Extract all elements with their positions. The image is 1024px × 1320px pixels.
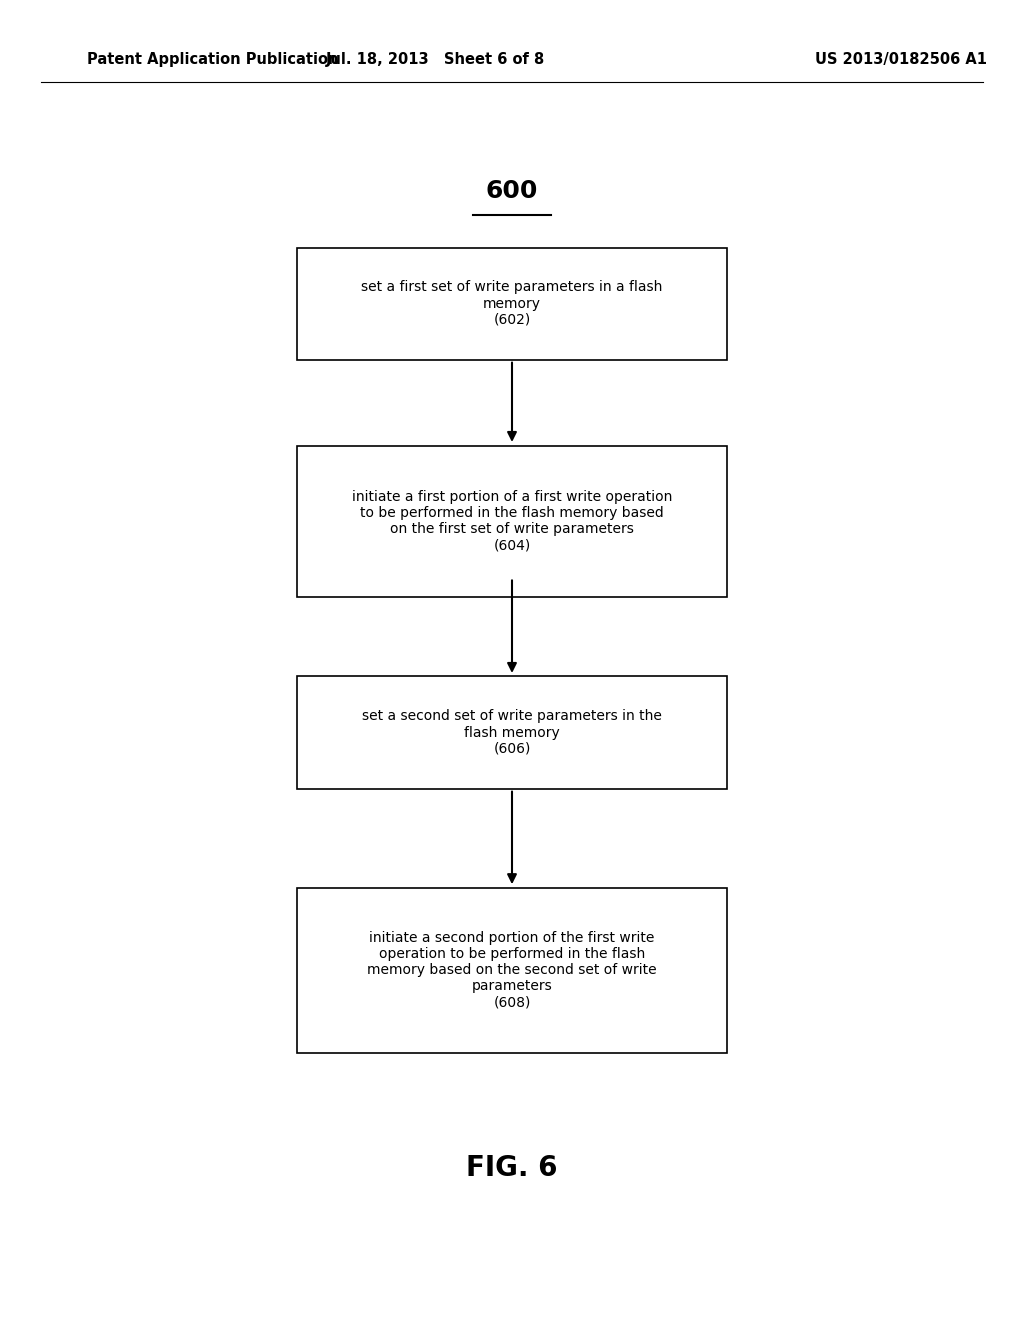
Text: set a second set of write parameters in the
flash memory
(606): set a second set of write parameters in … [362, 709, 662, 756]
Text: 600: 600 [485, 180, 539, 203]
Text: initiate a second portion of the first write
operation to be performed in the fl: initiate a second portion of the first w… [368, 931, 656, 1010]
FancyBboxPatch shape [297, 676, 727, 788]
Text: Jul. 18, 2013   Sheet 6 of 8: Jul. 18, 2013 Sheet 6 of 8 [326, 51, 545, 67]
Text: initiate a first portion of a first write operation
to be performed in the flash: initiate a first portion of a first writ… [352, 490, 672, 553]
Text: FIG. 6: FIG. 6 [466, 1154, 558, 1183]
Text: US 2013/0182506 A1: US 2013/0182506 A1 [815, 51, 987, 67]
FancyBboxPatch shape [297, 248, 727, 359]
Text: Patent Application Publication: Patent Application Publication [87, 51, 339, 67]
Text: set a first set of write parameters in a flash
memory
(602): set a first set of write parameters in a… [361, 280, 663, 327]
FancyBboxPatch shape [297, 446, 727, 597]
FancyBboxPatch shape [297, 887, 727, 1053]
